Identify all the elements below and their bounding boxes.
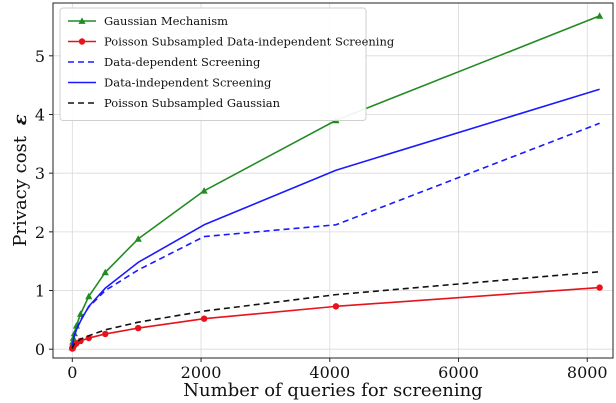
- legend-item: Data-independent Screening: [68, 76, 272, 90]
- y-tick-label: 5: [35, 47, 45, 66]
- x-tick-label: 4000: [309, 363, 350, 382]
- y-axis-label-text: Privacy cost: [10, 135, 31, 247]
- legend-marker: [78, 17, 86, 24]
- data-point: [596, 12, 604, 19]
- data-point: [101, 268, 109, 276]
- y-axis-label-symbol: ε: [10, 114, 31, 125]
- series-4: [71, 270, 600, 349]
- legend-label: Gaussian Mechanism: [104, 14, 228, 28]
- series-layer: [68, 12, 604, 352]
- data-point: [332, 303, 340, 310]
- data-point: [76, 310, 85, 317]
- legend: Gaussian Mechanism Poisson Subsampled Dat…: [59, 7, 395, 121]
- legend-label: Data-dependent Screening: [104, 55, 261, 69]
- plot-frame: [52, 2, 614, 359]
- data-point: [135, 324, 142, 332]
- legend-box: [59, 7, 367, 121]
- legend-item: Poisson Subsampled Gaussian: [68, 96, 281, 110]
- data-point: [134, 235, 142, 242]
- x-tick-label: 8000: [567, 363, 608, 382]
- x-axis-ticks: 0 2000 4000 6000 8000: [67, 358, 608, 382]
- legend-label: Data-independent Screening: [104, 76, 272, 90]
- data-point: [200, 315, 208, 322]
- series-line: [71, 270, 600, 349]
- x-tick-label: 2000: [181, 363, 222, 382]
- data-point: [200, 187, 208, 194]
- y-tick-label: 4: [35, 105, 45, 124]
- legend-item: Gaussian Mechanism: [68, 14, 228, 28]
- x-tick-label: 6000: [438, 363, 479, 382]
- legend-label: Poisson Subsampled Data-independent Scre…: [104, 35, 395, 49]
- legend-marker: [78, 38, 86, 45]
- legend-item: Data-dependent Screening: [68, 55, 261, 69]
- x-axis-label: Number of queries for screening: [183, 380, 482, 401]
- data-point: [102, 330, 109, 338]
- data-point: [596, 284, 603, 291]
- y-axis-label: Privacy cost ε: [10, 114, 31, 246]
- y-tick-label: 3: [35, 164, 45, 183]
- series-line: [71, 122, 600, 348]
- y-tick-label: 1: [35, 282, 45, 301]
- x-tick-label: 0: [67, 363, 77, 382]
- series-line: [71, 286, 600, 349]
- legend-label: Poisson Subsampled Gaussian: [104, 96, 281, 110]
- legend-item: Poisson Subsampled Data-independent Scre…: [68, 35, 395, 49]
- series-3: [71, 88, 600, 348]
- y-tick-label: 0: [35, 340, 45, 359]
- series-line: [71, 88, 600, 348]
- y-axis-ticks: 0 1 2 3 4 5: [35, 47, 53, 359]
- data-point: [85, 292, 93, 300]
- y-tick-label: 2: [35, 223, 45, 242]
- series-2: [71, 122, 600, 348]
